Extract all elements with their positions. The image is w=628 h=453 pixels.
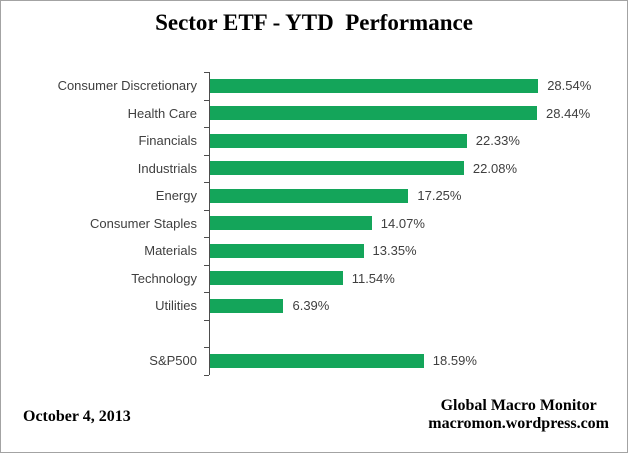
tick-mark [204, 347, 209, 348]
bar-row: S&P500 18.59% [1, 347, 627, 375]
chart-title: Sector ETF - YTD Performance [155, 10, 473, 35]
bar-row: Technology 11.54% [1, 265, 627, 293]
bar-row: Financials 22.33% [1, 127, 627, 155]
value-label: 13.35% [372, 243, 417, 259]
category-label: S&P500 [149, 353, 197, 369]
bar [210, 161, 464, 176]
value-label: 17.25% [417, 188, 462, 204]
tick-mark [204, 374, 209, 376]
value-label: 22.08% [472, 160, 517, 176]
bar [210, 216, 372, 231]
tick-mark [204, 72, 209, 73]
bar-row: Materials 13.35% [1, 237, 627, 265]
bar-row: Utilities 6.39% [1, 292, 627, 320]
tick-mark [204, 319, 209, 321]
category-label: Energy [155, 188, 197, 204]
tick-mark [204, 127, 209, 128]
tick-mark [204, 292, 209, 293]
category-label: Utilities [155, 298, 197, 314]
category-label: Consumer Staples [90, 215, 197, 231]
credit-url: macromon.wordpress.com [428, 415, 609, 432]
value-label: 11.54% [351, 270, 395, 286]
category-label: Health Care [127, 105, 197, 121]
bar [210, 243, 364, 258]
bar-row: Consumer Staples 14.07% [1, 210, 627, 238]
bar-rows: Consumer Discretionary 28.54% Health Care 2… [1, 72, 627, 375]
bar [210, 133, 467, 148]
bar [210, 271, 343, 286]
value-label: 28.44% [546, 105, 591, 121]
tick-mark [204, 182, 209, 183]
bar-row: Health Care 28.44% [1, 100, 627, 128]
value-label: 14.07% [380, 215, 425, 231]
tick-mark [204, 237, 209, 238]
category-label: Materials [144, 243, 197, 259]
tick-mark [204, 264, 209, 266]
bar-row: Industrials 22.08% [1, 155, 627, 183]
tick-mark [204, 154, 209, 156]
bar [210, 106, 538, 121]
credit-source: Global Macro Monitor [440, 397, 597, 414]
tick-mark [204, 99, 209, 101]
category-label: Financials [138, 133, 197, 149]
bar [210, 298, 284, 313]
value-label: 6.39% [292, 298, 330, 314]
bar-row: Energy 17.25% [1, 182, 627, 210]
value-label: 22.33% [475, 133, 520, 149]
value-label: 18.59% [432, 353, 477, 369]
bar-row [1, 320, 627, 348]
bar [210, 353, 424, 368]
bar [210, 188, 409, 203]
category-label: Technology [131, 270, 197, 286]
date-label: October 4, 2013 [23, 408, 131, 425]
value-label: 28.54% [547, 78, 592, 94]
credit-block: Global Macro Monitor macromon.wordpress.… [428, 397, 609, 433]
tick-mark [204, 209, 209, 211]
bar-row: Consumer Discretionary 28.54% [1, 72, 627, 100]
category-label: Consumer Discretionary [57, 78, 197, 94]
bar [210, 78, 539, 93]
category-label: Industrials [137, 160, 197, 176]
bar-chart: Consumer Discretionary 28.54% Health Care 2… [1, 72, 627, 376]
y-axis-line [209, 72, 210, 375]
